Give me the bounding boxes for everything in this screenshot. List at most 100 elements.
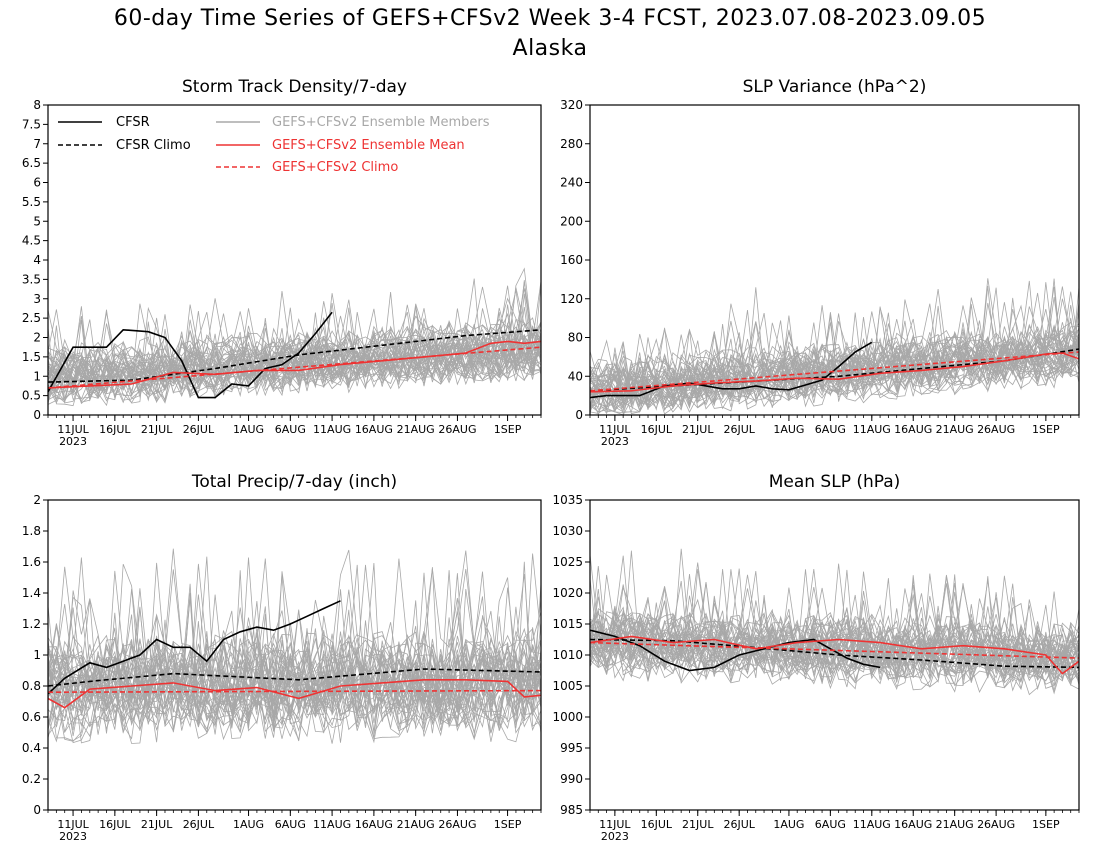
x-tick-label: 11JUL [599,423,631,436]
x-tick-label: 26AUG [977,818,1015,831]
series-line-gefs-cfsv2-climo [48,689,541,694]
ensemble-member-line [48,337,541,402]
x-tick-label: 26JUL [183,423,215,436]
plot-area [48,267,541,407]
y-tick-label: 1.2 [22,617,41,631]
x-tick-label: 16JUL [641,423,673,436]
x-tick-label: 16JUL [99,423,131,436]
series-line-cfsr [48,311,333,399]
chart-title: Storm Track Density/7-day [182,77,407,97]
y-tick-label: 1000 [552,710,583,724]
y-tick-label: 3 [33,292,41,306]
series-line-gefs-cfsv2-ensemble-mean [590,635,1079,675]
series-line-cfsr [48,600,341,695]
x-tick-label: 21JUL [141,423,173,436]
x-tick-label: 26JUL [723,818,755,831]
x-tick-label: 1AUG [773,423,804,436]
series-line-gefs-cfsv2-climo [590,351,1079,392]
x-tick-label: 11AUG [853,423,891,436]
y-tick-label: 6 [33,176,41,190]
y-tick-label: 1 [33,648,41,662]
chart-panel-3: Total Precip/7-day (inch)00.20.40.60.811… [22,472,542,843]
y-tick-label: 6.5 [22,156,41,170]
page-subtitle: Alaska [512,36,588,61]
x-tick-label: 26AUG [977,423,1015,436]
legend: CFSR CFSR Climo GEFS+CFSv2 Ensemble Member… [58,115,490,175]
series-line-gefs-cfsv2-climo [48,346,541,389]
plot-area [590,548,1079,696]
x-tick-label: 21AUG [397,423,435,436]
plot-area [48,548,541,744]
legend-label: CFSR [116,115,150,130]
y-tick-label: 0.6 [22,710,41,724]
x-tick-label: 16AUG [355,818,393,831]
y-tick-label: 1010 [552,648,583,662]
y-tick-label: 200 [560,214,583,228]
y-tick-label: 1030 [552,524,583,538]
y-tick-label: 1020 [552,586,583,600]
series-line-cfsr [590,341,873,399]
chart-panel-2: SLP Variance (hPa^2) 0 40 80 120 160 200 240 280… [560,77,1080,448]
x-tick-label: 6AUG [275,423,306,436]
y-tick-label: 280 [560,137,583,151]
y-tick-label: 120 [560,292,583,306]
ensemble-member-line [48,589,541,739]
ensemble-member-line [590,569,1079,683]
x-tick-label: 16AUG [894,423,932,436]
series-line-cfsr-climo [48,668,541,687]
x-tick-label: 21JUL [141,818,173,831]
x-tick-label: 26JUL [723,423,755,436]
ensemble-member-line [48,609,541,728]
x-tick-label: 1AUG [773,818,804,831]
ensemble-member-line [48,304,541,387]
legend-label: GEFS+CFSv2 Ensemble Mean [272,138,465,153]
y-tick-label: 160 [560,253,583,267]
ensemble-member-line [590,566,1079,668]
y-tick-label: 985 [560,803,583,817]
series-line-cfsr [590,629,881,672]
x-year-label: 2023 [601,830,629,843]
ensemble-member-line [48,307,541,400]
x-tick-label: 6AUG [815,818,846,831]
chart-panel-1: Storm Track Density/7-day 0 0.5 1 1.5 2 2.5 3 3.… [22,77,542,448]
y-tick-label: 1.8 [22,524,41,538]
ensemble-member-line [590,306,1079,415]
y-tick-label: 1035 [552,493,583,507]
y-tick-label: 320 [560,98,583,112]
x-year-label: 2023 [601,435,629,448]
x-tick-label: 11JUL [57,423,89,436]
ensemble-member-line [590,569,1079,682]
x-tick-label: 16AUG [894,818,932,831]
x-tick-label: 21JUL [682,423,714,436]
x-tick-label: 1SEP [494,818,522,831]
ensemble-member-line [48,307,541,398]
x-tick-label: 11JUL [599,818,631,831]
x-tick-label: 16AUG [355,423,393,436]
x-tick-label: 11JUL [57,818,89,831]
x-tick-label: 1SEP [1032,423,1060,436]
y-tick-label: 2 [33,493,41,507]
y-tick-label: 8 [33,98,41,112]
x-tick-label: 11AUG [313,423,351,436]
x-tick-label: 21AUG [397,818,435,831]
y-tick-label: 0 [33,803,41,817]
x-tick-label: 26AUG [438,423,476,436]
y-tick-label: 1.6 [22,555,41,569]
ensemble-member-line [48,306,541,403]
ensemble-member-line [48,304,541,404]
ensemble-member-line [48,606,541,734]
y-tick-label: 0.8 [22,679,41,693]
ensemble-member-line [590,343,1079,415]
y-tick-label: 240 [560,176,583,190]
y-tick-label: 80 [568,331,583,345]
plot-area [590,278,1079,415]
ensemble-member-line [48,340,541,404]
x-tick-label: 1SEP [1032,818,1060,831]
ensemble-member-line [590,587,1079,691]
x-tick-label: 16JUL [641,818,673,831]
ensemble-member-line [590,280,1079,398]
y-tick-label: 2.5 [22,311,41,325]
y-tick-label: 1.5 [22,350,41,364]
x-tick-label: 26AUG [438,818,476,831]
